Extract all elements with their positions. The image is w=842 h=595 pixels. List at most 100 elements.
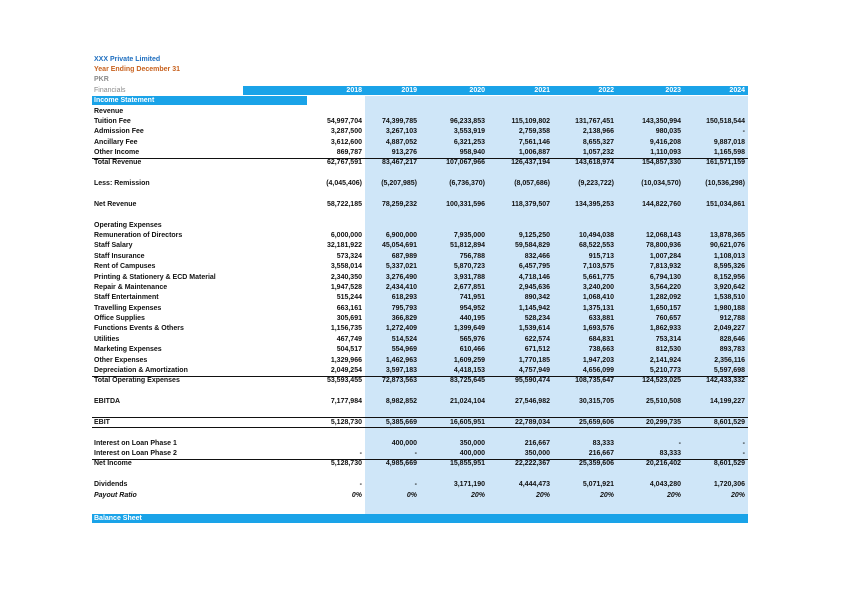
- cell-value: 5,071,921: [582, 481, 614, 489]
- cell-value: 4,043,280: [649, 481, 681, 489]
- cell-value: 440,195: [459, 315, 485, 323]
- cell-value: 1,770,185: [518, 356, 550, 364]
- year-header: 2019: [401, 87, 417, 94]
- cell-value: 161,571,159: [706, 159, 745, 167]
- cell-value: 5,337,021: [385, 263, 417, 271]
- cell-value: 100,331,596: [446, 200, 485, 208]
- cell-value: 9,125,250: [518, 232, 550, 240]
- cell-value: 13,878,365: [709, 232, 745, 240]
- cell-value: 95,590,474: [514, 377, 550, 385]
- year-header: 2022: [598, 87, 614, 94]
- row-label: Travelling Expenses: [94, 304, 162, 312]
- cell-value: 1,156,735: [330, 325, 362, 333]
- row-label: Other Income: [94, 149, 140, 157]
- cell-value: (10,536,298): [705, 180, 745, 188]
- cell-value: 154,857,330: [642, 159, 681, 167]
- cell-value: 62,767,591: [326, 159, 362, 167]
- row-label: Total Operating Expenses: [94, 377, 180, 385]
- cell-value: 151,034,861: [706, 200, 745, 208]
- cell-value: (10,034,570): [641, 180, 681, 188]
- cell-value: 2,049,227: [713, 325, 745, 333]
- cell-value: 78,259,232: [381, 200, 417, 208]
- cell-value: 8,601,529: [713, 460, 745, 468]
- cell-value: 27,546,982: [514, 398, 550, 406]
- cell-value: 958,940: [459, 149, 485, 157]
- cell-value: 78,800,936: [645, 242, 681, 250]
- row-label: Staff Insurance: [94, 252, 145, 260]
- forecast-shade: [365, 96, 748, 514]
- cell-value: 954,952: [459, 304, 485, 312]
- cell-value: 1,272,409: [385, 325, 417, 333]
- row-rule: [92, 375, 748, 377]
- cell-value: 3,612,600: [330, 138, 362, 146]
- row-label: Repair & Maintenance: [94, 283, 168, 291]
- cell-value: 9,887,018: [713, 138, 745, 146]
- cell-value: 2,434,410: [385, 283, 417, 291]
- cell-value: 467,749: [336, 335, 362, 343]
- cell-value: 4,418,153: [453, 367, 485, 374]
- cell-value: (6,736,370): [449, 180, 485, 188]
- cell-value: 216,667: [524, 439, 550, 447]
- cell-value: 3,267,103: [385, 128, 417, 136]
- cell-value: 20%: [599, 491, 614, 499]
- row-label: Depreciation & Amortization: [94, 367, 188, 374]
- cell-value: 144,822,760: [642, 200, 681, 208]
- row-label: EBIT: [94, 418, 110, 426]
- period: Year Ending December 31: [94, 66, 180, 73]
- cell-value: 0%: [406, 491, 417, 499]
- cell-value: 15,855,951: [449, 460, 485, 468]
- row-label: Net Revenue: [94, 200, 137, 208]
- cell-value: 74,399,785: [381, 117, 417, 125]
- cell-value: 2,945,636: [518, 283, 550, 291]
- cell-value: 671,512: [524, 346, 550, 354]
- row-label: Rent of Campuses: [94, 263, 156, 271]
- cell-value: 1,329,966: [330, 356, 362, 364]
- cell-value: 3,558,014: [330, 263, 362, 271]
- cell-value: 9,416,208: [649, 138, 681, 146]
- cell-value: 4,718,146: [518, 273, 550, 281]
- cell-value: 554,969: [391, 346, 417, 354]
- cell-value: 8,601,529: [713, 418, 745, 426]
- row-label: Operating Expenses: [94, 221, 162, 229]
- cell-value: 96,233,853: [449, 117, 485, 125]
- cell-value: 8,595,326: [713, 263, 745, 271]
- row-label: Ancillary Fee: [94, 138, 138, 146]
- year-header-bar: [243, 86, 748, 95]
- cell-value: 1,399,649: [453, 325, 485, 333]
- cell-value: 2,340,350: [330, 273, 362, 281]
- cell-value: 72,873,563: [381, 377, 417, 385]
- cell-value: 10,494,038: [578, 232, 614, 240]
- cell-value: 1,650,157: [649, 304, 681, 312]
- cell-value: 216,667: [588, 450, 614, 458]
- cell-value: 3,240,200: [582, 283, 614, 291]
- cell-value: 124,523,025: [642, 377, 681, 385]
- currency: PKR: [94, 76, 109, 83]
- cell-value: 2,356,116: [714, 356, 745, 364]
- cell-value: 83,333: [592, 439, 614, 447]
- cell-value: 20%: [535, 491, 550, 499]
- cell-value: 366,829: [391, 315, 417, 323]
- cell-value: 142,433,332: [706, 377, 745, 385]
- cell-value: 53,593,455: [326, 377, 362, 385]
- cell-value: 1,947,528: [330, 283, 362, 291]
- row-label: Interest on Loan Phase 2: [94, 450, 177, 458]
- row-label: Remuneration of Directors: [94, 232, 183, 240]
- cell-value: 618,293: [391, 294, 417, 302]
- row-label: Interest on Loan Phase 1: [94, 439, 177, 447]
- cell-value: 5,597,698: [713, 367, 745, 374]
- cell-value: 1,947,203: [582, 356, 614, 364]
- cell-value: 2,759,358: [518, 128, 550, 136]
- cell-value: 3,931,788: [453, 273, 485, 281]
- cell-value: 108,735,647: [575, 377, 614, 385]
- cell-value: 1,145,942: [518, 304, 550, 312]
- cell-value: 20%: [666, 491, 681, 499]
- row-rule: [92, 427, 748, 429]
- cell-value: 622,574: [524, 335, 550, 343]
- cell-value: 83,333: [659, 450, 681, 458]
- row-rule: [92, 417, 748, 419]
- row-label: Office Supplies: [94, 315, 145, 323]
- company: XXX Private Limited: [94, 56, 161, 63]
- cell-value: 2,049,254: [330, 367, 362, 374]
- section-bar: [92, 96, 307, 105]
- year-header: 2021: [534, 87, 550, 94]
